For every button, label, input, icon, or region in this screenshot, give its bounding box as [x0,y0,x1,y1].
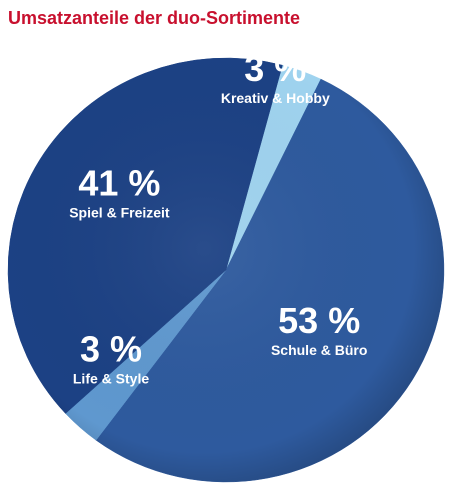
data-label-kreativ-hobby: 3 % [244,48,306,89]
data-label-life-style: 3 % [80,328,142,369]
category-label-schule-b-ro: Schule & Büro [271,342,367,358]
category-label-kreativ-hobby: Kreativ & Hobby [221,90,330,106]
data-label-spiel-freizeit: 41 % [78,163,160,204]
chart-title: Umsatzanteile der duo-Sortimente [8,8,301,28]
category-label-spiel-freizeit: Spiel & Freizeit [69,205,170,221]
category-label-life-style: Life & Style [73,370,149,386]
data-label-schule-b-ro: 53 % [278,300,360,341]
